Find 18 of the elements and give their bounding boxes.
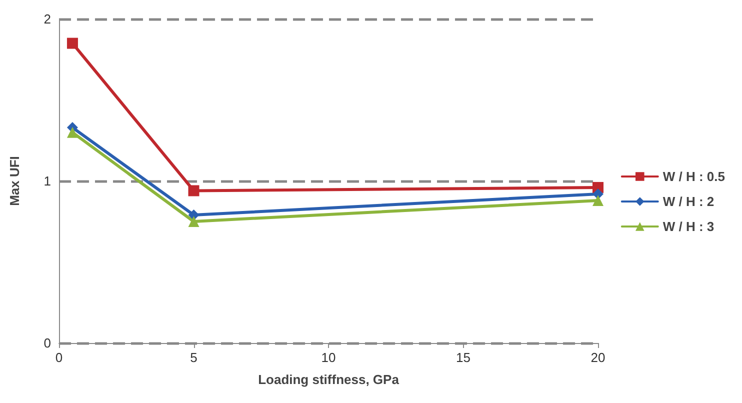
y-tick-label: 2 — [44, 12, 51, 26]
legend-label: W / H : 2 — [662, 194, 714, 209]
y-tick-label: 1 — [44, 174, 51, 188]
y-axis-title: Max UFI — [7, 156, 22, 206]
point — [592, 194, 604, 206]
x-tick-label: 0 — [55, 350, 63, 365]
x-tick-label: 10 — [321, 350, 336, 365]
x-tick-label: 15 — [456, 350, 470, 365]
point — [188, 216, 200, 227]
x-tick-label: 5 — [190, 350, 198, 365]
legend-label: W / H : 0.5 — [662, 169, 726, 184]
point — [66, 126, 78, 138]
point — [188, 185, 200, 196]
x-axis-title: Loading stiffness, GPa — [258, 372, 400, 387]
legend-label: W / H : 3 — [662, 219, 714, 234]
y-tick-label: 0 — [44, 336, 51, 350]
point — [66, 38, 78, 49]
x-tick-label: 20 — [590, 350, 606, 365]
